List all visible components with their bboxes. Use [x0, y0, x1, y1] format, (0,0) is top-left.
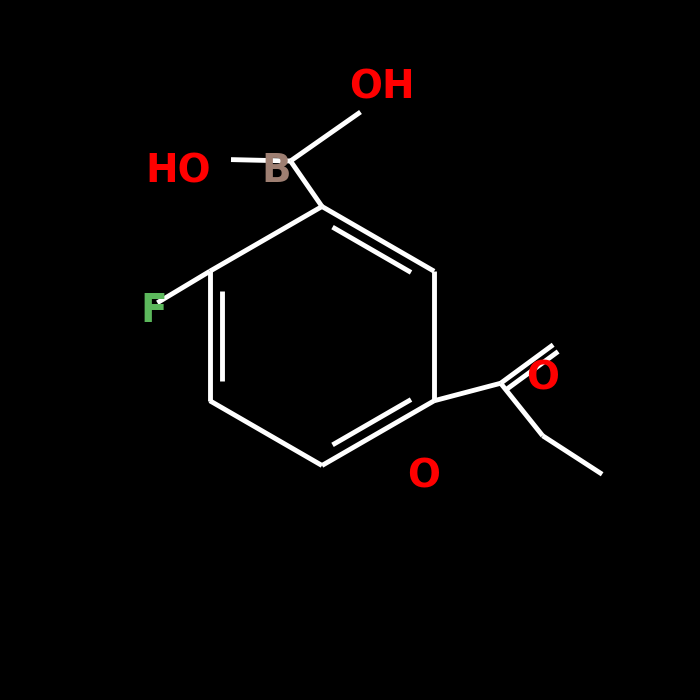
Text: B: B	[262, 153, 291, 190]
Text: O: O	[407, 457, 440, 495]
Text: F: F	[141, 293, 167, 330]
Text: O: O	[526, 359, 559, 397]
Text: HO: HO	[146, 153, 211, 190]
Text: OH: OH	[349, 69, 414, 106]
